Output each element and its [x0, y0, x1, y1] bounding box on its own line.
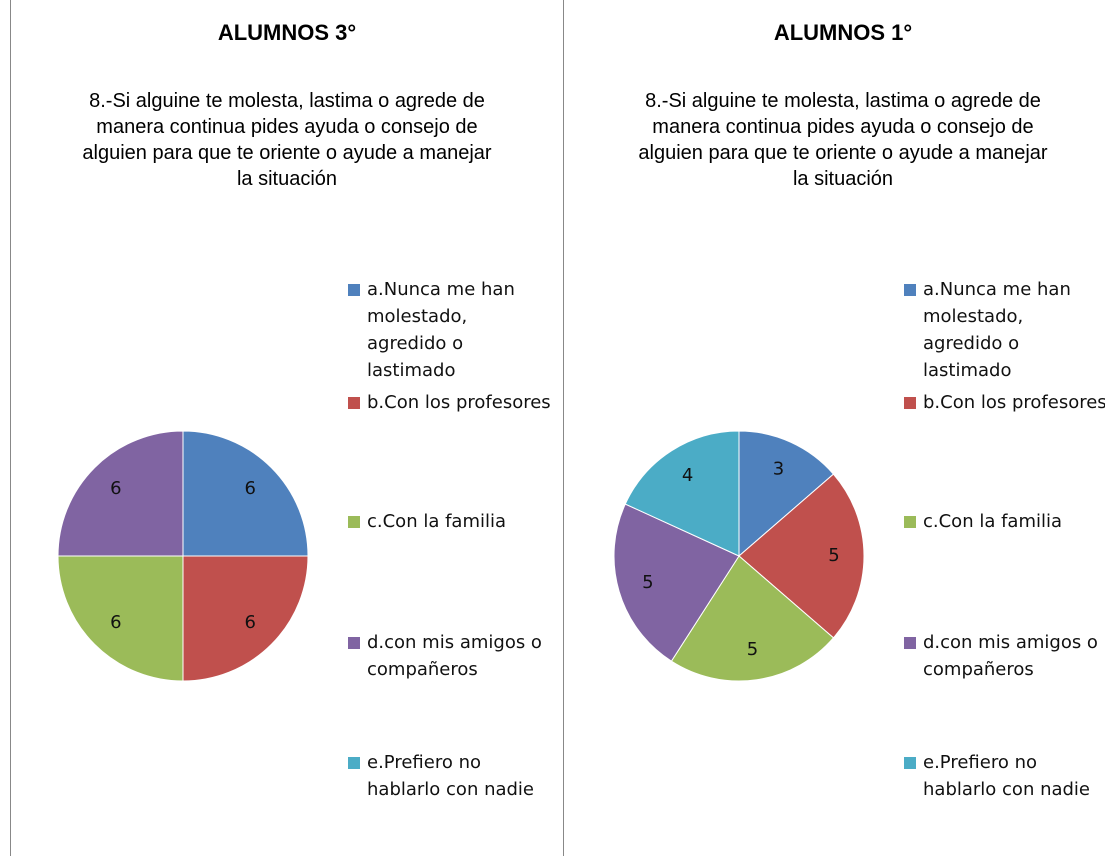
legend-swatch — [348, 284, 360, 296]
legend-label: a.Nunca me han molestado, agredido o las… — [367, 279, 515, 381]
legend-swatch — [348, 757, 360, 769]
pie-slice — [670, 555, 835, 682]
legend-label: c.Con la familia — [923, 511, 1063, 532]
legend-swatch — [348, 397, 360, 409]
data-label: 3 — [773, 459, 784, 480]
pie-slice — [738, 430, 835, 558]
legend-swatch — [348, 516, 360, 528]
legend-label: d.con mis amigos o compañeros — [923, 632, 1098, 680]
data-label: 5 — [828, 545, 839, 566]
chart-title: 8.-Si alguine te molesta, lastima o agre… — [82, 90, 492, 190]
legend-swatch — [904, 757, 916, 769]
legend-label: a.Nunca me han molestado, agredido o las… — [923, 279, 1071, 381]
pie-slice — [182, 430, 309, 557]
chart-title: 8.-Si alguine te molesta, lastima o agre… — [638, 90, 1048, 190]
legend-swatch — [348, 637, 360, 649]
legend-label: b.Con los profesores — [367, 392, 551, 413]
cell-header: ALUMNOS 3° — [217, 20, 357, 45]
data-label: 6 — [110, 478, 121, 499]
pie-slice — [182, 555, 309, 682]
legend-label: b.Con los profesores — [923, 392, 1105, 413]
legend-swatch — [904, 637, 916, 649]
legend-swatch — [904, 516, 916, 528]
legend-swatch — [904, 284, 916, 296]
pie-slice — [57, 430, 184, 557]
cell-header: ALUMNOS 1° — [773, 20, 913, 45]
pie-slice — [57, 555, 184, 682]
pie-slice — [624, 430, 740, 557]
data-label: 6 — [244, 478, 255, 499]
legend-label: e.Prefiero no hablarlo con nadie — [923, 752, 1091, 800]
legend-swatch — [904, 397, 916, 409]
pie-slice — [613, 503, 740, 662]
pie-slice — [738, 473, 865, 639]
data-label: 6 — [244, 612, 255, 633]
data-label: 5 — [642, 572, 653, 593]
legend-label: c.Con la familia — [367, 511, 507, 532]
data-label: 6 — [110, 612, 121, 633]
data-label: 4 — [682, 465, 693, 486]
legend-label: d.con mis amigos o compañeros — [367, 632, 542, 680]
legend-label: e.Prefiero no hablarlo con nadie — [367, 752, 535, 800]
data-label: 5 — [747, 639, 758, 660]
